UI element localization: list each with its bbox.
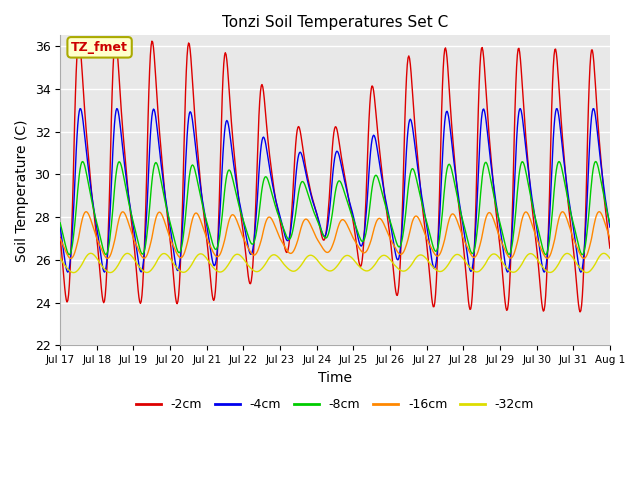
-4cm	[403, 136, 411, 142]
-8cm	[208, 237, 216, 242]
-8cm	[123, 190, 131, 195]
-2cm	[403, 74, 410, 80]
-32cm	[403, 267, 411, 273]
-32cm	[67, 268, 74, 274]
-32cm	[70, 270, 77, 276]
-8cm	[579, 252, 586, 258]
-16cm	[56, 236, 64, 241]
-32cm	[606, 255, 614, 261]
-16cm	[209, 248, 216, 253]
-2cm	[67, 268, 74, 274]
-32cm	[87, 251, 95, 256]
-32cm	[209, 264, 217, 270]
-16cm	[67, 255, 74, 261]
-4cm	[64, 269, 72, 275]
-16cm	[595, 209, 603, 215]
Line: -4cm: -4cm	[60, 108, 610, 272]
Line: -16cm: -16cm	[60, 212, 610, 258]
Text: TZ_fmet: TZ_fmet	[71, 41, 128, 54]
-16cm	[179, 252, 187, 258]
-2cm	[209, 293, 216, 299]
Title: Tonzi Soil Temperatures Set C: Tonzi Soil Temperatures Set C	[222, 15, 448, 30]
Y-axis label: Soil Temperature (C): Soil Temperature (C)	[15, 119, 29, 262]
-8cm	[56, 220, 64, 226]
-4cm	[180, 197, 188, 203]
-8cm	[179, 239, 186, 245]
-4cm	[124, 191, 132, 196]
-32cm	[56, 255, 64, 261]
-16cm	[606, 236, 614, 241]
X-axis label: Time: Time	[318, 371, 352, 384]
Line: -2cm: -2cm	[60, 40, 610, 312]
-8cm	[402, 210, 410, 216]
Legend: -2cm, -4cm, -8cm, -16cm, -32cm: -2cm, -4cm, -8cm, -16cm, -32cm	[131, 394, 540, 417]
-16cm	[67, 255, 75, 261]
-4cm	[56, 224, 64, 230]
-32cm	[180, 269, 188, 275]
-8cm	[418, 200, 426, 206]
-2cm	[179, 175, 187, 181]
Line: -8cm: -8cm	[60, 162, 610, 255]
-2cm	[606, 245, 614, 251]
-8cm	[591, 159, 599, 165]
-2cm	[75, 37, 83, 43]
-8cm	[67, 251, 74, 257]
-16cm	[124, 217, 131, 223]
Line: -32cm: -32cm	[60, 253, 610, 273]
-16cm	[419, 225, 426, 230]
-4cm	[67, 251, 75, 257]
-4cm	[606, 224, 614, 230]
-2cm	[576, 309, 584, 315]
-2cm	[419, 205, 426, 211]
-16cm	[403, 241, 410, 247]
-32cm	[419, 253, 427, 259]
-4cm	[419, 203, 427, 209]
-4cm	[209, 261, 217, 266]
-4cm	[113, 106, 120, 111]
-32cm	[124, 251, 132, 256]
-8cm	[606, 220, 614, 226]
-2cm	[56, 235, 64, 240]
-2cm	[124, 181, 131, 187]
